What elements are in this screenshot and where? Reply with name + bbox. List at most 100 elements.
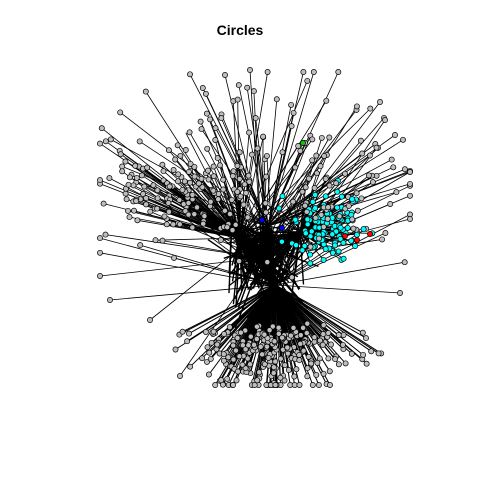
graph-node: [126, 214, 133, 221]
graph-edge: [239, 80, 308, 239]
graph-edge: [234, 225, 269, 308]
edges-layer: [99, 69, 411, 386]
graph-node: [275, 330, 282, 337]
graph-node: [152, 237, 159, 244]
graph-node: [140, 191, 147, 197]
graph-node: [125, 181, 132, 188]
graph-node-cyan: [320, 256, 327, 263]
graph-node: [313, 152, 320, 159]
graph-node: [318, 134, 325, 141]
graph-edge: [267, 104, 292, 227]
graph-node: [363, 360, 370, 367]
graph-node: [323, 97, 330, 104]
graph-node-cyan: [309, 198, 316, 205]
graph-edge: [274, 284, 292, 336]
graph-node: [106, 175, 113, 182]
graph-node: [133, 174, 140, 181]
graph-node: [382, 230, 389, 236]
graph-node: [299, 188, 306, 195]
graph-node: [275, 324, 282, 331]
graph-node: [154, 205, 161, 212]
graph-node: [263, 209, 269, 216]
graph-node: [363, 335, 369, 342]
graph-node: [199, 85, 206, 91]
graph-edge: [267, 160, 313, 227]
graph-node: [316, 355, 323, 362]
graph-edge: [263, 284, 276, 311]
graph-node: [360, 351, 367, 358]
graph-node: [314, 359, 321, 366]
graph-node: [390, 164, 397, 171]
graph-node: [354, 207, 361, 214]
graph-node: [177, 373, 183, 379]
graph-node: [407, 192, 413, 199]
graph-node: [205, 176, 212, 183]
graph-node-cyan: [307, 233, 314, 240]
graph-node: [187, 71, 193, 78]
graph-edge: [182, 284, 276, 333]
graph-node: [296, 357, 303, 364]
graph-node: [143, 201, 150, 208]
graph-edge: [274, 261, 405, 286]
graph-edge: [281, 231, 301, 243]
graph-node: [311, 334, 318, 341]
graph-node: [179, 186, 186, 193]
graph-edge: [239, 178, 310, 239]
graph-node: [257, 343, 264, 350]
graph-edge: [267, 165, 321, 227]
graph-node: [311, 185, 318, 191]
graph-node: [236, 353, 243, 360]
graph-node: [300, 69, 307, 75]
graph-node: [297, 332, 304, 339]
graph-node: [291, 373, 298, 380]
graph-node: [182, 147, 189, 153]
graph-edge: [267, 134, 396, 227]
graph-node: [287, 332, 294, 339]
graph-node-cyan: [293, 242, 300, 249]
graph-node: [214, 341, 221, 348]
graph-edge: [267, 112, 294, 227]
graph-node: [320, 322, 327, 329]
graph-edge: [149, 225, 269, 321]
graph-node-cyan: [276, 205, 282, 212]
graph-node: [401, 166, 408, 173]
graph-edge: [299, 205, 306, 233]
graph-node: [375, 350, 382, 357]
graph-node: [212, 125, 219, 132]
graph-node: [359, 150, 366, 157]
graph-edge: [261, 171, 411, 259]
graph-node: [332, 356, 339, 363]
graph-node-cyan: [344, 224, 351, 231]
graph-node: [269, 323, 276, 330]
graph-node: [175, 178, 181, 185]
graph-node: [359, 329, 366, 336]
graph-node: [186, 330, 192, 337]
graph-node: [305, 353, 312, 360]
graph-node: [342, 360, 349, 367]
graph-node-cyan: [337, 236, 344, 242]
graph-node: [277, 355, 284, 362]
graph-node: [222, 72, 228, 78]
graph-node: [204, 358, 210, 365]
graph-node: [184, 338, 191, 345]
graph-node: [246, 178, 253, 185]
graph-node: [296, 382, 303, 388]
graph-node: [220, 357, 227, 364]
graph-node: [189, 224, 196, 231]
graph-node: [281, 377, 288, 384]
graph-node: [150, 182, 157, 189]
graph-node-cyan: [338, 193, 345, 200]
graph-node: [225, 354, 232, 361]
graph-node: [290, 324, 297, 331]
graph-node: [232, 347, 239, 354]
graph-node: [246, 129, 253, 136]
graph-node: [199, 184, 206, 191]
graph-node: [195, 180, 202, 187]
graph-node: [325, 204, 332, 211]
graph-node-cyan: [292, 216, 299, 223]
graph-node: [205, 167, 211, 174]
graph-node: [207, 116, 214, 123]
graph-node: [251, 341, 258, 348]
graph-node: [312, 214, 319, 221]
